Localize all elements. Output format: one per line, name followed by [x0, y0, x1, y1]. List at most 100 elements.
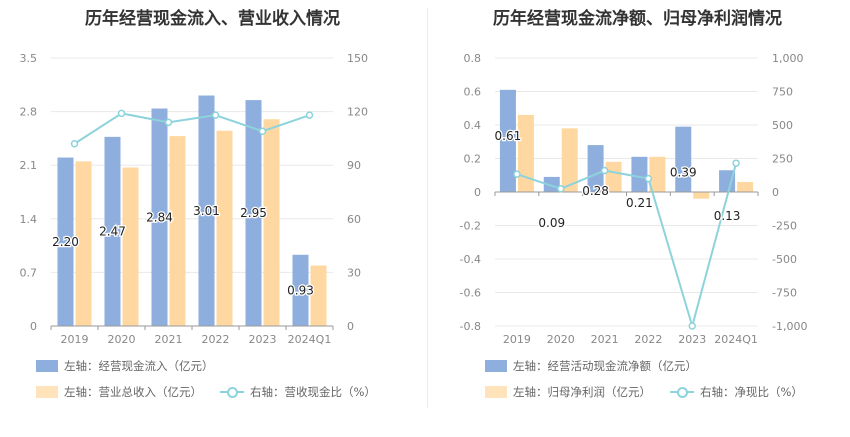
bar [605, 161, 622, 192]
data-label: 3.01 [193, 204, 220, 218]
y-left-tick-label: 0 [30, 320, 37, 333]
y-right-tick-label: 1,000 [772, 52, 804, 65]
bar [517, 114, 534, 192]
bar [499, 89, 516, 192]
x-tick-label: 2024Q1 [714, 333, 758, 346]
data-label: 2.20 [52, 235, 79, 249]
left-chart-svg: 0 0.7 1.4 2.1 2.8 3.5 0 30 60 90 120 150 2019 2020 202… [20, 52, 369, 346]
legend-swatch-revenue-cash-ratio [220, 386, 244, 398]
data-label: 0.09 [538, 216, 565, 230]
panel-divider [427, 8, 428, 408]
bar [104, 136, 121, 326]
bar [75, 161, 92, 326]
bar [245, 100, 262, 326]
legend-swatch-operating-cash-flow [485, 360, 507, 372]
line-point [732, 159, 740, 167]
line-point [164, 118, 173, 127]
legend-swatch-revenue [36, 386, 58, 398]
legend-label-revenue: 左轴：营业总收入（亿元） [64, 385, 202, 399]
y-right-tick-label: 120 [347, 106, 368, 119]
bar [122, 167, 139, 326]
x-tick-label: 2022 [202, 333, 230, 346]
y-right-tick-label: -750 [772, 287, 797, 300]
data-label: 0.39 [670, 166, 697, 180]
series-line [516, 162, 738, 330]
bar [198, 95, 215, 327]
legend-item-net-profit[interactable]: 左轴：归母净利润（亿元） [485, 384, 651, 400]
legend-label-cash-inflow: 左轴：经营现金流入（亿元） [64, 359, 214, 373]
data-label: 0.28 [582, 184, 609, 198]
bar [675, 126, 692, 192]
legend-item-cash-ratio[interactable]: 右轴：净现比（%） [670, 384, 803, 400]
y-right-tick-label: 250 [772, 153, 793, 166]
y-right-tick-label: 0 [772, 186, 779, 199]
x-tick-label: 2023 [249, 333, 277, 346]
y-right-tick-label: 500 [772, 119, 793, 132]
x-tick-label: 2024Q1 [288, 333, 332, 346]
data-label: 0.61 [495, 129, 522, 143]
bar [169, 136, 186, 326]
data-label: 0.93 [287, 283, 314, 297]
x-tick-label: 2019 [503, 333, 531, 346]
y-right-tick-label: 150 [347, 52, 368, 65]
y-left-tick-label: 0.4 [464, 119, 482, 132]
legend-swatch-net-profit [485, 386, 507, 398]
chart-title: 历年经营现金流净额、归母净利润情况 [493, 9, 782, 29]
legend-item-cash-inflow[interactable]: 左轴：经营现金流入（亿元） [36, 358, 214, 374]
y-right-tick-label: 90 [347, 159, 361, 172]
bar [292, 254, 309, 326]
bar [151, 108, 168, 326]
bar [631, 156, 648, 192]
legend-swatch-cash-inflow [36, 360, 58, 372]
bar [693, 192, 710, 199]
data-label: 0.13 [714, 209, 741, 223]
y-left-tick-label: 0.2 [464, 153, 482, 166]
bar [587, 145, 604, 192]
y-left-tick-label: -0.6 [460, 287, 481, 300]
bar [719, 170, 736, 192]
y-right-tick-label: 30 [347, 266, 361, 279]
bar [216, 130, 233, 326]
data-label: 2.95 [240, 206, 267, 220]
data-label: 2.47 [99, 224, 126, 238]
right-chart-svg: -0.8 -0.6 -0.4 -0.2 0 0.2 0.4 0.6 0.8 -1,000 -750 -… [460, 52, 808, 346]
legend-label-net-profit: 左轴：归母净利润（亿元） [513, 385, 651, 399]
data-label: 0.21 [626, 196, 653, 210]
line-point [600, 166, 609, 175]
line-point [70, 140, 79, 148]
line-point [305, 111, 314, 119]
series-line [73, 112, 310, 145]
y-left-tick-label: 3.5 [20, 52, 38, 65]
line-point [688, 322, 696, 330]
y-right-tick-label: -500 [772, 253, 797, 266]
legend-label-operating-cash-flow: 左轴：经营活动现金流净额（亿元） [513, 359, 697, 373]
x-tick-label: 2019 [61, 333, 89, 346]
y-left-tick-label: 0.8 [464, 52, 482, 65]
bar [263, 119, 280, 326]
line-point [211, 111, 220, 119]
legend-item-operating-cash-flow[interactable]: 左轴：经营活动现金流净额（亿元） [485, 358, 697, 374]
y-right-tick-label: 60 [347, 213, 361, 226]
legend-item-revenue-cash-ratio[interactable]: 右轴：营收现金比（%） [220, 384, 376, 400]
x-tick-label: 2021 [155, 333, 183, 346]
x-tick-label: 2021 [591, 333, 619, 346]
legend-swatch-cash-ratio [670, 386, 694, 398]
bar [737, 181, 754, 192]
legend-item-revenue[interactable]: 左轴：营业总收入（亿元） [36, 384, 202, 400]
bar [310, 265, 327, 326]
bar [649, 156, 666, 192]
left-chart-panel: 历年经营现金流入、营业收入情况 0 0.7 1.4 2.1 2.8 3.5 0 30 60 90 1… [20, 9, 376, 400]
line-point [644, 174, 653, 183]
line-point [557, 185, 565, 193]
y-left-tick-label: 2.8 [20, 106, 38, 119]
y-left-tick-label: 0.6 [464, 86, 482, 99]
y-left-tick-label: 0 [474, 186, 481, 199]
x-tick-label: 2020 [108, 333, 136, 346]
right-chart-panel: 历年经营现金流净额、归母净利润情况 -0.8 -0.6 -0.4 -0.2 0 0.2 0.… [425, 0, 850, 437]
chart-title: 历年经营现金流入、营业收入情况 [85, 9, 340, 29]
bar [57, 157, 74, 326]
y-right-tick-label: 750 [772, 86, 793, 99]
y-left-tick-label: 0.7 [20, 266, 38, 279]
line-point [117, 109, 126, 118]
legend-label-revenue-cash-ratio: 右轴：营收现金比（%） [250, 385, 376, 399]
